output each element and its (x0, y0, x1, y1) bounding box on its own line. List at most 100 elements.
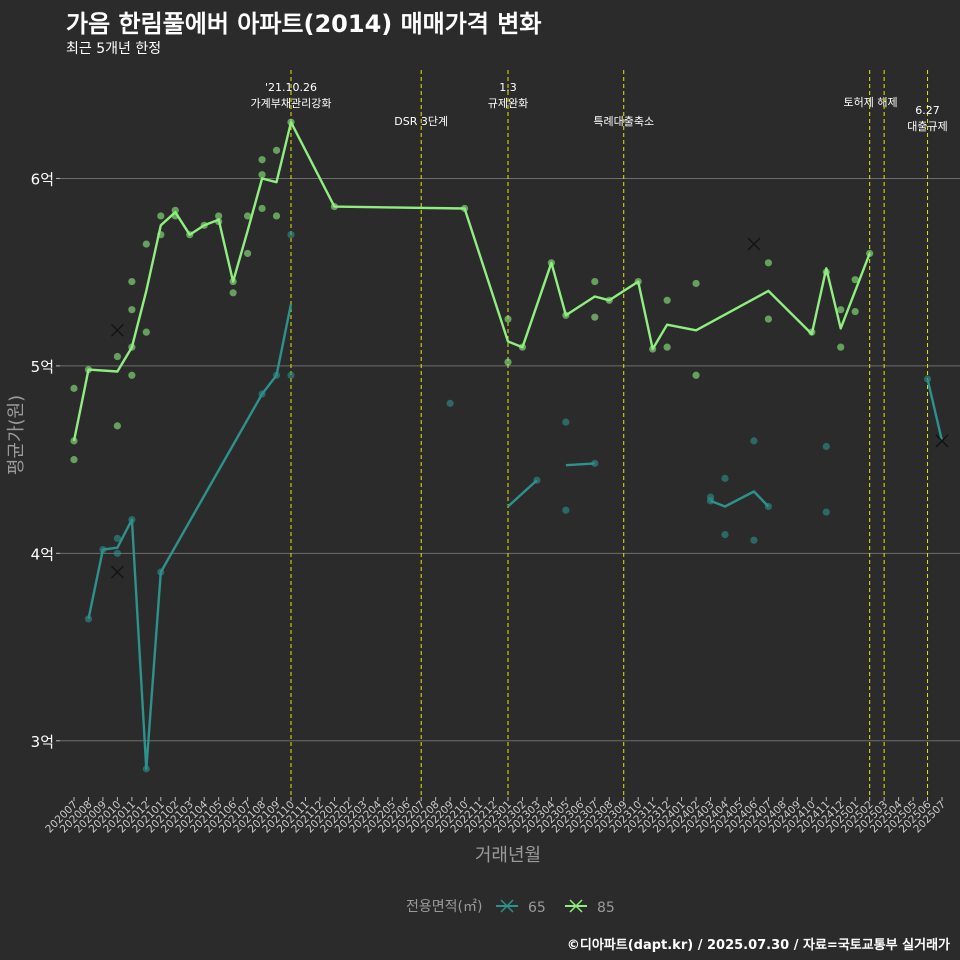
point-85 (837, 343, 845, 351)
point-85 (504, 358, 512, 366)
legend-key-mark-65 (500, 899, 514, 913)
point-85 (157, 212, 165, 220)
event-label: 가계부채관리강화 (251, 97, 332, 110)
point-65 (533, 476, 541, 484)
point-65 (128, 515, 136, 524)
point-85 (215, 212, 223, 220)
legend-item-label: 85 (597, 900, 615, 916)
point-85 (157, 231, 165, 239)
legend-item-label: 65 (528, 900, 546, 916)
point-65 (706, 497, 715, 505)
point-85 (113, 352, 121, 361)
point-85 (258, 171, 266, 179)
y-tick-label: 6억 (31, 170, 54, 188)
event-label: 토허제 해제 (844, 95, 898, 109)
point-85 (547, 259, 556, 267)
legend-key-mark-85 (569, 899, 583, 913)
point-85 (692, 371, 700, 379)
y-tick-label: 3억 (31, 733, 54, 751)
point-85 (649, 345, 657, 353)
point-85 (70, 384, 78, 392)
series-line-65 (926, 378, 944, 442)
point-85 (504, 315, 512, 323)
point-85 (692, 279, 700, 288)
point-85 (851, 307, 859, 316)
point-65 (721, 474, 729, 482)
source-caption: ©디아파트(dapt.kr) / 2025.07.30 / 자료=국토교통부 실… (566, 938, 950, 953)
point-65 (822, 508, 830, 516)
x-axis-label: 거래년월 (475, 845, 541, 866)
mark-65 (935, 434, 949, 448)
point-85 (663, 296, 671, 304)
point-85 (70, 456, 78, 464)
point-85 (128, 343, 136, 351)
event-label: DSR 3단계 (394, 115, 448, 128)
point-85 (272, 212, 281, 220)
point-85 (258, 204, 266, 213)
chart-subtitle: 최근 5개년 한정 (66, 41, 162, 57)
point-85 (605, 296, 613, 304)
y-tick-label: 4억 (31, 545, 54, 563)
point-85 (229, 277, 237, 286)
point-65 (721, 530, 729, 539)
point-85 (142, 328, 150, 336)
point-65 (113, 534, 121, 542)
point-85 (272, 146, 281, 154)
point-85 (70, 437, 78, 445)
point-65 (764, 502, 773, 511)
point-65 (99, 545, 107, 554)
event-label: 6.27 (915, 104, 940, 117)
point-85 (562, 311, 570, 319)
point-65 (446, 399, 454, 407)
event-label: 1.3 (499, 81, 517, 94)
point-85 (128, 277, 136, 286)
event-label: '21.10.26 (265, 81, 317, 94)
mark-65 (110, 565, 124, 579)
point-85 (808, 328, 816, 336)
point-85 (764, 315, 773, 323)
point-85 (837, 306, 845, 314)
series-line-85 (72, 121, 871, 442)
mark-85 (110, 323, 124, 337)
point-85 (634, 277, 642, 286)
event-label: 규제완화 (488, 97, 528, 110)
point-65 (750, 536, 758, 544)
point-85 (244, 212, 252, 220)
point-85 (330, 202, 338, 211)
point-65 (750, 437, 758, 445)
point-85 (215, 217, 223, 226)
point-85 (84, 366, 93, 374)
chart-title: 가음 한림풀에버 아파트(2014) 매매가격 변화 (66, 10, 542, 38)
point-65 (822, 442, 830, 451)
point-85 (822, 268, 830, 276)
point-85 (591, 313, 599, 321)
point-65 (287, 371, 295, 379)
point-65 (591, 459, 599, 467)
legend-title: 전용면적(㎡) (406, 899, 482, 915)
point-65 (84, 615, 93, 623)
event-label: 대출규제 (907, 120, 947, 133)
point-65 (157, 568, 165, 576)
point-65 (258, 390, 266, 398)
series-line-65 (507, 479, 538, 508)
legend: 전용면적(㎡) 65 85 (406, 899, 615, 916)
point-85 (186, 231, 194, 239)
y-tick-label: 5억 (31, 358, 54, 376)
point-85 (128, 371, 136, 379)
point-85 (866, 249, 874, 258)
point-85 (851, 276, 859, 284)
point-65 (923, 375, 932, 383)
point-65 (142, 765, 150, 773)
point-85 (200, 221, 208, 229)
event-label: 특례대출축소 (593, 115, 654, 128)
point-85 (229, 289, 237, 297)
point-65 (272, 371, 281, 379)
point-85 (113, 422, 121, 430)
series-line-65 (565, 462, 595, 467)
point-85 (171, 212, 179, 220)
point-85 (258, 156, 266, 164)
point-65 (287, 231, 295, 239)
point-85 (461, 204, 469, 213)
point-65 (562, 418, 570, 426)
